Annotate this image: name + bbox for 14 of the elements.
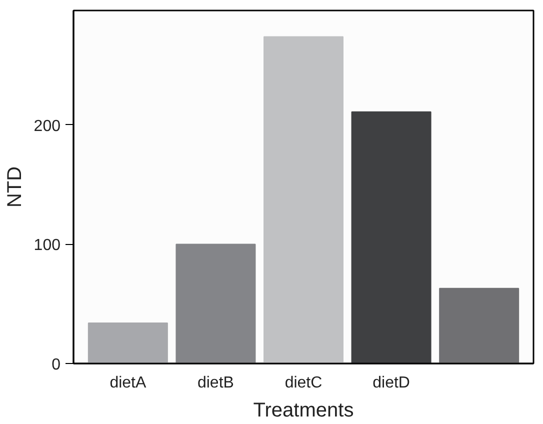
y-tick-label: 200	[34, 118, 61, 135]
bar	[439, 288, 520, 364]
x-tick-label: dietD	[372, 374, 410, 392]
y-tick-label: 0	[52, 356, 61, 374]
x-tick-label: dietB	[197, 374, 234, 392]
x-tick-label: dietA	[110, 374, 146, 392]
bar	[351, 111, 432, 364]
x-axis-title: Treatments	[253, 400, 354, 422]
bar	[263, 36, 344, 364]
y-axis-title: NTD	[4, 166, 26, 208]
bar	[176, 244, 256, 364]
bar	[88, 322, 168, 364]
y-tick-label: 100	[34, 237, 61, 254]
x-tick-label: dietC	[284, 374, 322, 392]
